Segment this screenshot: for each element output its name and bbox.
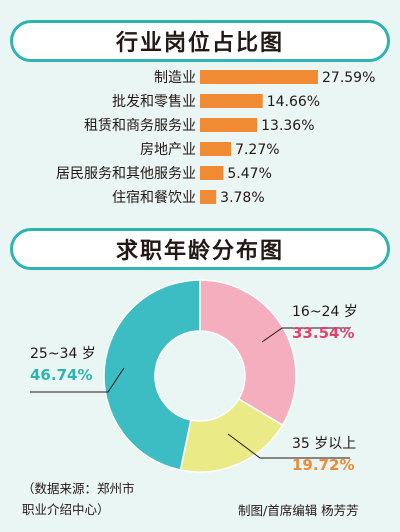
donut-value-label: 46.74% <box>30 366 92 384</box>
data-source-note: （数据来源：郑州市 职业介绍中心） <box>22 478 135 520</box>
donut-leader-line <box>261 327 350 343</box>
credit-line: 制图/首席编辑 杨芳芳 <box>238 503 359 518</box>
donut-chart-title: 求职年龄分布图 <box>10 228 390 270</box>
bar-category-label: 住宿和餐饮业 <box>112 189 196 206</box>
bar-value-label: 7.27% <box>235 142 279 158</box>
industry-bar <box>200 142 232 156</box>
bar-category-label: 房地产业 <box>140 142 196 158</box>
donut-slice <box>103 279 201 471</box>
donut-slice <box>199 279 297 427</box>
industry-bar <box>200 166 224 180</box>
bar-value-label: 3.78% <box>220 190 264 206</box>
age-donut-chart: 16~24 岁 33.54% 35 岁以上 19.72% 25~34 岁 46.74% <box>30 279 358 474</box>
bar-value-label: 27.59% <box>322 70 375 86</box>
data-source-line1: （数据来源：郑州市 <box>22 481 135 496</box>
bar-category-label: 租赁和商务服务业 <box>84 118 196 134</box>
donut-category-label: 25~34 岁 <box>30 346 96 362</box>
industry-bar <box>200 70 318 84</box>
donut-leader-line <box>227 433 350 459</box>
donut-category-label: 16~24 岁 <box>292 304 358 320</box>
donut-leader-line <box>30 367 125 393</box>
donut-slice <box>179 397 284 473</box>
industry-bar <box>200 118 258 132</box>
industry-bar <box>200 190 217 204</box>
industry-bar <box>200 94 263 108</box>
donut-value-label: 33.54% <box>292 324 354 342</box>
bar-category-label: 批发和零售业 <box>112 94 196 110</box>
bar-value-label: 13.36% <box>261 118 314 134</box>
donut-value-label: 19.72% <box>292 456 354 474</box>
bar-category-label: 制造业 <box>154 70 196 86</box>
bar-value-label: 14.66% <box>267 94 320 110</box>
industry-bar-chart: 制造业 27.59% 批发和零售业 14.66% 租赁和商务服务业 13.36% 房地产业 7… <box>56 70 375 206</box>
data-source-line2: 职业介绍中心） <box>22 502 110 517</box>
donut-category-label: 35 岁以上 <box>292 436 356 452</box>
bar-category-label: 居民服务和其他服务业 <box>56 166 196 182</box>
bar-chart-title: 行业岗位占比图 <box>10 20 390 62</box>
bar-value-label: 5.47% <box>227 166 271 182</box>
